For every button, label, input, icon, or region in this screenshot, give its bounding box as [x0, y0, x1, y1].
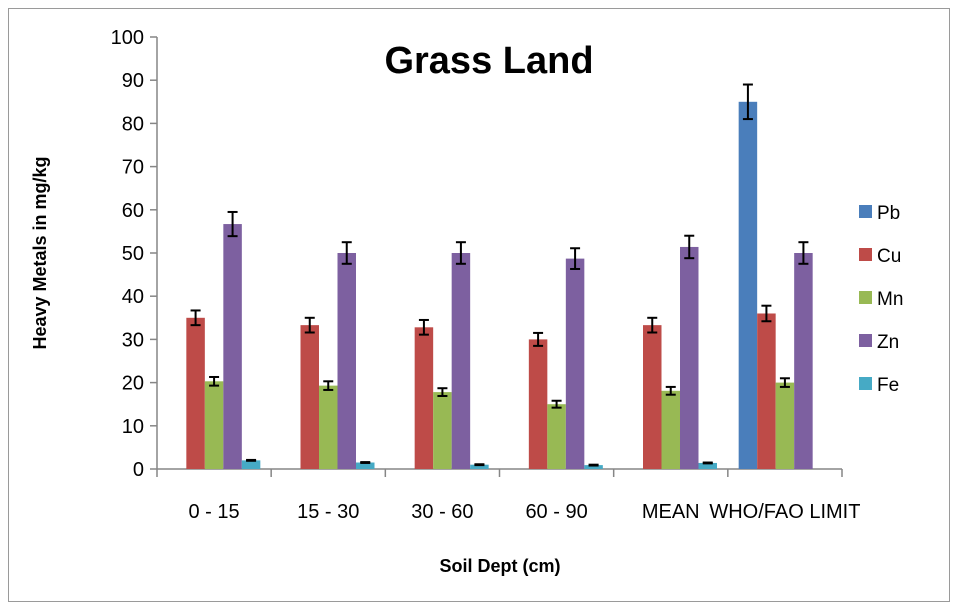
- bar-cu: [643, 325, 662, 469]
- legend-item-fe: Fe: [859, 375, 899, 396]
- x-tick-label: WHO/FAO LIMIT: [709, 501, 860, 523]
- legend-swatch: [859, 291, 872, 304]
- error-bar-fe: [588, 463, 599, 467]
- legend-swatch: [859, 205, 872, 218]
- y-tick-label: 100: [111, 27, 144, 49]
- error-bar-fe: [360, 461, 371, 464]
- bar-mn: [433, 392, 452, 469]
- y-tick-label: 30: [122, 329, 144, 351]
- bar-fe: [356, 462, 375, 469]
- series-zn: [223, 210, 813, 469]
- error-bar-zn: [455, 241, 466, 265]
- bar-zn: [223, 224, 242, 469]
- error-bar-fe: [246, 458, 257, 462]
- y-tick-label: 50: [122, 243, 144, 265]
- x-axis-title: Soil Dept (cm): [439, 556, 560, 576]
- error-bar-pb: [742, 83, 753, 121]
- y-tick-label: 90: [122, 70, 144, 92]
- series-cu: [186, 304, 776, 469]
- x-tick-label: 30 - 60: [411, 501, 473, 523]
- error-bar-zn: [227, 210, 238, 238]
- bar-cu: [300, 325, 319, 469]
- x-tick-label: 15 - 30: [297, 501, 359, 523]
- error-bar-mn: [551, 399, 562, 409]
- error-bar-cu: [761, 304, 772, 323]
- error-bar-cu: [304, 316, 315, 334]
- error-bar-cu: [647, 316, 658, 334]
- x-tick-label: 0 - 15: [189, 501, 240, 523]
- y-axis-title: Heavy Metals in mg/kg: [30, 156, 50, 349]
- error-bar-cu: [533, 331, 544, 347]
- series-fe: [241, 458, 717, 469]
- error-bar-mn: [323, 380, 334, 391]
- error-bar-cu: [418, 318, 429, 336]
- bars-group: [186, 83, 813, 470]
- bar-zn: [337, 253, 356, 469]
- series-pb: [738, 83, 758, 470]
- chart-frame: [8, 8, 950, 602]
- bar-mn: [775, 382, 795, 469]
- chart-title: Grass Land: [384, 40, 593, 82]
- y-tick-label: 20: [122, 373, 144, 395]
- y-tick-label: 40: [122, 286, 144, 308]
- error-bar-zn: [684, 234, 695, 260]
- legend-swatch: [859, 248, 872, 261]
- error-bar-mn: [209, 375, 220, 387]
- legend-label: Pb: [877, 203, 900, 224]
- y-tick-label: 0: [133, 459, 144, 481]
- legend-label: Fe: [877, 375, 899, 396]
- bar-mn: [661, 390, 680, 469]
- series-mn: [204, 375, 795, 469]
- error-bar-fe: [702, 461, 713, 465]
- bar-cu: [186, 317, 205, 469]
- bar-pb: [738, 101, 758, 470]
- legend-item-pb: Pb: [859, 203, 900, 224]
- bar-cu: [757, 313, 776, 469]
- y-tick-label: 60: [122, 200, 144, 222]
- bar-cu: [414, 327, 434, 469]
- error-bar-mn: [437, 387, 448, 397]
- bar-fe: [470, 464, 489, 469]
- error-bar-cu: [190, 309, 201, 327]
- y-tick-label: 80: [122, 113, 144, 135]
- error-bar-zn: [341, 241, 352, 265]
- bar-fe: [584, 465, 603, 469]
- bar-zn: [794, 253, 813, 469]
- bar-cu: [528, 339, 548, 469]
- error-bar-zn: [570, 247, 581, 270]
- x-tick-label: MEAN: [642, 501, 700, 523]
- legend-label: Mn: [877, 289, 903, 310]
- legend-item-mn: Mn: [859, 289, 903, 310]
- x-tick-label: 60 - 90: [525, 501, 587, 523]
- error-bar-fe: [474, 463, 485, 467]
- bar-fe: [241, 460, 261, 469]
- legend-swatch: [859, 377, 872, 390]
- bar-fe: [698, 462, 717, 469]
- error-bar-zn: [798, 241, 809, 265]
- y-tick-label: 70: [122, 157, 144, 179]
- legend-label: Zn: [877, 332, 899, 353]
- legend-item-cu: Cu: [859, 246, 901, 267]
- bar-zn: [451, 253, 471, 469]
- legend-item-zn: Zn: [859, 332, 899, 353]
- bar-mn: [319, 385, 338, 469]
- error-bar-mn: [665, 385, 676, 396]
- bar-zn: [565, 258, 585, 469]
- bar-mn: [547, 404, 566, 469]
- legend-label: Cu: [877, 246, 901, 267]
- bar-mn: [204, 381, 224, 469]
- legend: Pb Cu Mn Zn Fe: [859, 203, 903, 396]
- y-tick-label: 10: [122, 416, 144, 438]
- bar-zn: [680, 246, 699, 469]
- error-bar-mn: [779, 377, 790, 388]
- axes: 0 10 20 30 40 50 60 70 80 90 100 0 - 15 15 - 30 30 - …: [111, 27, 861, 523]
- legend-swatch: [859, 334, 872, 347]
